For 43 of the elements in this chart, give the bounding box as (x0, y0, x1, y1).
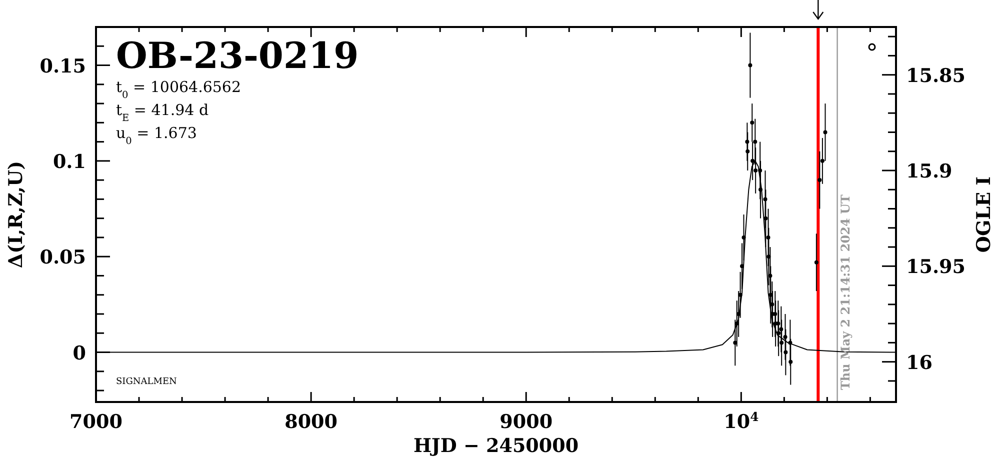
point (820, 158, 824, 163)
point (758, 188, 763, 192)
point (784, 350, 788, 354)
annotation: Thu May 2 21:14:31 2024 UT (838, 194, 852, 390)
y-axis-title: Δ(I,R,Z,U) (5, 160, 27, 268)
y-tick-label: 0.15 (40, 55, 86, 78)
point (733, 340, 738, 345)
point (823, 130, 828, 134)
x-tick-label: 10$^{4}$ (724, 408, 760, 433)
y2-tick-label: 15.9 (906, 160, 952, 182)
point (734, 322, 739, 326)
point (742, 235, 746, 240)
point (776, 331, 781, 336)
annotation: u$_{0}$ = 1.673 (116, 124, 197, 146)
y-tick-label: 0 (72, 342, 86, 364)
point (750, 120, 754, 125)
y2-tick-label: 15.85 (906, 64, 966, 87)
point (740, 264, 744, 268)
y2-axis-title: OGLE I (973, 176, 995, 253)
point (750, 158, 755, 163)
chart-title: OB-23-0219 (116, 35, 359, 77)
x-tick-label: 8000 (284, 411, 338, 433)
point (753, 140, 758, 144)
point (780, 340, 784, 345)
annotation: SIGNALMEN (116, 377, 178, 387)
x-tick-label: 7000 (70, 411, 122, 433)
y-tick-label: 0.1 (52, 150, 86, 173)
y2-tick-label: 15.95 (906, 256, 966, 278)
point (748, 63, 752, 68)
annotation: t$_{0}$ = 10064.6562 (116, 78, 242, 100)
point (746, 149, 750, 154)
annotation: t$_{E}$ = 41.94 d (116, 101, 209, 124)
point (814, 260, 818, 264)
point (736, 312, 741, 316)
x-tick-label: 9000 (500, 411, 553, 433)
point (754, 168, 758, 172)
y2-tick-label: 16 (906, 352, 932, 374)
x-axis-title: HJD − 2450000 (413, 435, 579, 457)
point (788, 360, 793, 364)
point (764, 216, 768, 220)
point (818, 178, 822, 182)
point (738, 292, 742, 297)
y-tick-label: 0.05 (40, 246, 86, 269)
